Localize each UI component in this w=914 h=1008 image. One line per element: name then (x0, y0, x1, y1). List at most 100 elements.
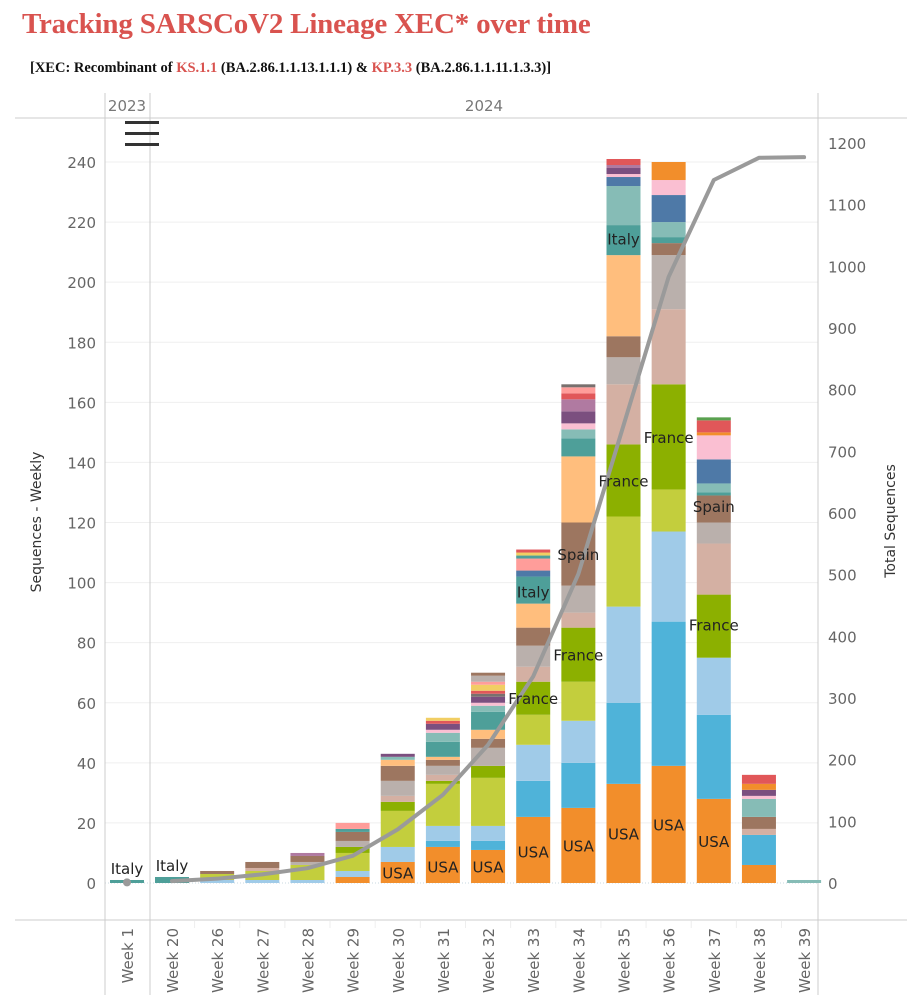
x-tick-label: Week 36 (661, 928, 679, 993)
bar-segment (561, 429, 596, 439)
y2-tick-label: 500 (828, 567, 857, 585)
bar-segment (335, 870, 370, 877)
bar-stack (516, 549, 551, 883)
chart-frame: 2023 2024 (15, 93, 907, 995)
bar-segment (245, 867, 280, 871)
bar-segment (696, 522, 731, 544)
bar-label: France (553, 647, 603, 665)
bar-segment (425, 846, 460, 883)
bar-label: USA (473, 858, 505, 876)
y2-tick-label: 100 (828, 813, 857, 831)
bar-segment (471, 696, 506, 703)
bar-segment (335, 846, 370, 853)
bar-segment (471, 765, 506, 778)
bar-label: France (689, 617, 739, 635)
bar-labels: Italy Italy USA USA USA USA France Italy USA Fran… (111, 231, 739, 883)
bar-stack (561, 384, 596, 883)
bar-segment (425, 774, 460, 781)
bar-segment (561, 762, 596, 808)
bar-label: Italy (111, 860, 144, 878)
bar-segment (245, 861, 280, 868)
bar-segment (696, 492, 731, 496)
bar-segment (741, 783, 776, 790)
bar-segment (741, 816, 776, 829)
bar-segment (516, 552, 551, 556)
bar-segment (741, 834, 776, 865)
bar-label: France (644, 429, 694, 447)
bar-label: France (508, 690, 558, 708)
bar-label: USA (653, 816, 685, 834)
y-tick-label: 100 (67, 575, 96, 593)
bar-segment (380, 780, 415, 796)
bar-segment (516, 576, 551, 604)
x-tick-label: Week 27 (254, 928, 272, 993)
hamburger-menu-icon[interactable] (125, 121, 159, 146)
bar-segment (425, 717, 460, 721)
y-tick-label: 200 (67, 274, 96, 292)
bar-segment (606, 516, 641, 607)
bar-segment (471, 849, 506, 883)
bar-segment (696, 543, 731, 595)
bar-segment (380, 801, 415, 811)
y2-tick-label: 200 (828, 752, 857, 770)
bar-segment (606, 168, 641, 175)
bar-segment (651, 195, 686, 223)
x-tick-label: Week 35 (616, 928, 634, 993)
bar-segment (696, 420, 731, 433)
bar-segment (561, 399, 596, 412)
bar-stack (606, 158, 641, 883)
y2-tick-label: 300 (828, 690, 857, 708)
bar-segment (606, 225, 641, 256)
y-tick-label: 160 (67, 394, 96, 412)
x-tick-label: Week 38 (751, 928, 769, 993)
bar-segment (606, 384, 641, 445)
bar-segment (606, 255, 641, 337)
bar-segment (561, 807, 596, 883)
year-label: 2023 (108, 97, 146, 115)
bar-segment (561, 612, 596, 628)
bar-segment (471, 684, 506, 691)
bar-segment (606, 606, 641, 703)
subtitle-part: [XEC: Recombinant of (30, 60, 177, 76)
bar-segment (516, 570, 551, 577)
bar-segment (516, 714, 551, 745)
bar-segment (471, 711, 506, 730)
y-tick-label: 40 (77, 755, 96, 773)
year-label: 2024 (465, 97, 503, 115)
bar-segment (561, 456, 596, 523)
subtitle-part: (BA.2.86.1.1.13.1.1.1) & (217, 60, 372, 76)
bar-segment (561, 681, 596, 721)
bar-segment (471, 825, 506, 841)
line-point-marker (123, 878, 131, 887)
x-tick-label: Week 31 (435, 928, 453, 993)
x-tick-label: Week 30 (390, 928, 408, 993)
bar-segment (741, 774, 776, 784)
bar-segment (471, 690, 506, 694)
bar-segment (696, 495, 731, 523)
bar-segment (561, 387, 596, 394)
bar-segment (516, 549, 551, 553)
y2-axis-title: Total Sequences (883, 464, 899, 579)
bar-segment (425, 825, 460, 841)
cumulative-line (123, 155, 807, 887)
bar-label: USA (698, 833, 730, 851)
bar-segment (606, 783, 641, 883)
subtitle-part: KS.1.1 (176, 60, 218, 76)
chart-title: Tracking SARSCoV2 Lineage XEC* over time (22, 8, 591, 40)
bar-segment (651, 237, 686, 244)
y-tick-label: 240 (67, 154, 96, 172)
bar-segment (651, 162, 686, 181)
bar-segment (425, 720, 460, 724)
y-tick-label: 120 (67, 515, 96, 533)
y-tick-label: 0 (86, 875, 96, 893)
bar-segment (290, 879, 325, 883)
bar-segment (425, 732, 460, 742)
bar-segment (741, 798, 776, 817)
bar-segment (606, 702, 641, 784)
bar-segment (335, 876, 370, 883)
bar-segment (471, 705, 506, 712)
bar-label: USA (563, 837, 595, 855)
bar-label: USA (382, 864, 414, 882)
bar-stacks (110, 158, 822, 883)
